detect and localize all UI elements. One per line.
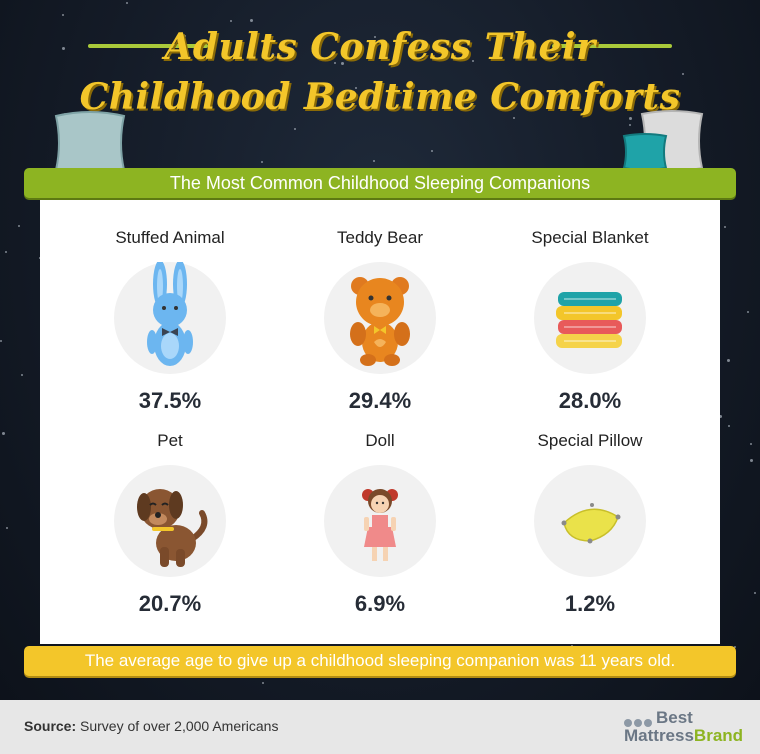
star (355, 87, 357, 89)
star (126, 2, 128, 4)
star (334, 62, 336, 64)
companion-value: 1.2% (564, 591, 616, 616)
companion-value: 28.0% (558, 388, 622, 413)
companion-label: Special Blanket (531, 228, 649, 247)
companion-value: 6.9% (354, 591, 406, 616)
teddy-bear-icon (324, 262, 436, 374)
star (21, 374, 23, 376)
star (370, 44, 372, 46)
star (250, 19, 253, 22)
brand-word-mattress: MattressBrand (624, 726, 743, 746)
companion-value: 20.7% (138, 591, 202, 616)
blanket-stack-icon (534, 262, 646, 374)
companion-cell: Doll 6.9% (275, 431, 485, 617)
star (294, 128, 296, 130)
pillow-right-teal-icon (622, 133, 668, 171)
star (472, 60, 474, 62)
dog-icon (114, 465, 226, 577)
star (272, 53, 274, 55)
star (750, 459, 753, 462)
source-bar: Source: Survey of over 2,000 Americans B… (0, 700, 760, 754)
star (513, 117, 515, 119)
companion-cell: Special Pillow 1.2% (485, 431, 695, 617)
title-rule-left (88, 44, 208, 48)
star (498, 53, 500, 55)
star (62, 14, 64, 16)
star (719, 415, 722, 418)
star (728, 425, 730, 427)
star (2, 432, 5, 435)
chart-title-banner: The Most Common Childhood Sleeping Compa… (24, 168, 736, 198)
star (682, 73, 684, 75)
star (6, 527, 8, 529)
footer-note-banner: The average age to give up a childhood s… (24, 646, 736, 676)
star (374, 36, 376, 38)
source-label: Source: (24, 718, 77, 734)
title-line-2: Childhood Bedtime Comforts (79, 76, 681, 118)
star (431, 150, 433, 152)
star (443, 92, 445, 94)
star (347, 675, 349, 677)
doll-icon (324, 465, 436, 577)
star (0, 340, 2, 342)
star (350, 109, 352, 111)
companion-cell: Teddy Bear 29.4% (275, 228, 485, 414)
companion-label: Doll (365, 431, 395, 450)
star (341, 62, 344, 65)
star (262, 682, 264, 684)
title-line-1: Adults Confess Their (164, 26, 596, 68)
star (754, 592, 756, 594)
star (5, 251, 7, 253)
star (333, 52, 335, 54)
star (629, 124, 631, 126)
star (724, 226, 726, 228)
star (750, 443, 752, 445)
title-rule-right (552, 44, 672, 48)
star (230, 20, 232, 22)
companion-label: Stuffed Animal (115, 228, 225, 247)
companion-label: Pet (157, 431, 183, 450)
bunny-icon (114, 262, 226, 374)
star (261, 161, 263, 163)
star (62, 47, 65, 50)
brand-word-brand: Brand (693, 726, 744, 745)
source-detail: Survey of over 2,000 Americans (80, 718, 279, 734)
star (373, 160, 375, 162)
companion-value: 29.4% (348, 388, 412, 413)
pillow-icon (534, 465, 646, 577)
companion-cell: Special Blanket 28.0% (485, 228, 695, 414)
star (494, 94, 496, 96)
companion-cell: Stuffed Animal 37.5% (65, 228, 275, 414)
brand-word-mattress-text: Mattress (624, 726, 694, 745)
companion-label: Special Pillow (537, 431, 643, 450)
star (747, 311, 749, 313)
star (184, 35, 186, 37)
brand-logo: Best MattressBrand (624, 708, 743, 748)
star (18, 225, 20, 227)
star (185, 85, 187, 87)
companion-label: Teddy Bear (337, 228, 423, 247)
star (629, 117, 632, 120)
companion-value: 37.5% (138, 388, 202, 413)
star (727, 359, 730, 362)
companion-cell: Pet 20.7% (65, 431, 275, 617)
brand-word-best: Best (656, 708, 693, 727)
source-text: Source: Survey of over 2,000 Americans (24, 718, 278, 734)
brand-dots-icon (624, 712, 654, 731)
